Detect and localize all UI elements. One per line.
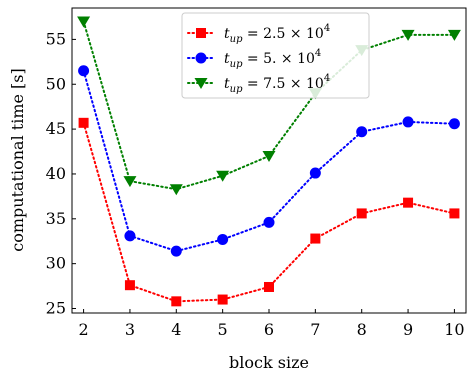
series-3-point-6	[262, 151, 276, 163]
x-tick-label-6: 6	[264, 320, 274, 339]
series-1-point-2	[78, 117, 89, 128]
x-tick-label-9: 9	[403, 320, 413, 339]
series-3-point-5	[216, 170, 230, 182]
series-2-point-10	[448, 118, 460, 130]
legend-box	[181, 12, 370, 99]
x-tick-label-5: 5	[218, 320, 228, 339]
legend-marker-1	[196, 28, 206, 38]
series-1-point-9	[403, 197, 414, 208]
series-1-point-7	[310, 233, 321, 244]
series-1-point-4	[171, 296, 182, 307]
legend-label-1: tup = 2.5 × 104	[224, 23, 330, 45]
legend-entry-2: tup = 5. × 104	[187, 48, 321, 70]
x-tick-label-10: 10	[444, 320, 464, 339]
x-tick-label-4: 4	[171, 320, 181, 339]
legend-entry-1: tup = 2.5 × 104	[187, 23, 330, 45]
series-1-point-8	[356, 208, 367, 219]
y-tick-label-40: 40	[46, 164, 66, 183]
y-tick-label-35: 35	[46, 209, 66, 228]
series-1-point-5	[217, 294, 228, 305]
series-3-point-2	[77, 16, 91, 28]
x-tick-label-3: 3	[125, 320, 135, 339]
x-tick-label-7: 7	[310, 320, 320, 339]
series-2	[78, 65, 460, 257]
legend: tup = 2.5 × 104 tup = 5. × 104 tup = 7.5 ×…	[181, 12, 370, 99]
y-tick-label-55: 55	[46, 29, 66, 48]
series-2-point-6	[263, 216, 275, 228]
series-1-point-6	[264, 281, 274, 292]
series-1-point-10	[449, 208, 460, 219]
y-tick-label-45: 45	[46, 119, 66, 138]
series-3-point-4	[169, 184, 183, 196]
x-tick-label-8: 8	[357, 320, 367, 339]
series-2-point-8	[356, 126, 368, 138]
legend-marker-2	[195, 52, 207, 64]
x-axis-label: block size	[229, 353, 309, 372]
series-2-point-9	[402, 116, 414, 128]
series-2-point-7	[309, 167, 321, 179]
series-3-point-3	[123, 176, 137, 188]
y-tick-label-50: 50	[46, 74, 66, 93]
legend-label-3: tup = 7.5 × 104	[224, 73, 330, 95]
x-tick-label-2: 2	[78, 320, 88, 339]
series-1	[78, 117, 460, 307]
y-tick-label-25: 25	[46, 299, 66, 318]
series-2-point-5	[217, 233, 229, 245]
legend-label-2: tup = 5. × 104	[224, 48, 321, 70]
series-2-point-2	[78, 65, 90, 77]
legend-entry-3: tup = 7.5 × 104	[187, 73, 330, 95]
y-tick-label-30: 30	[46, 254, 66, 273]
series-3-point-9	[401, 29, 415, 41]
series-3-point-10	[447, 29, 461, 41]
series-1-point-3	[124, 280, 135, 291]
series-layer	[77, 16, 461, 307]
series-1-line	[82, 121, 456, 303]
legend-marker-3	[194, 78, 208, 89]
y-axis-label: computational time [s]	[8, 68, 27, 251]
series-2-point-4	[170, 245, 182, 257]
series-2-point-3	[124, 230, 136, 242]
